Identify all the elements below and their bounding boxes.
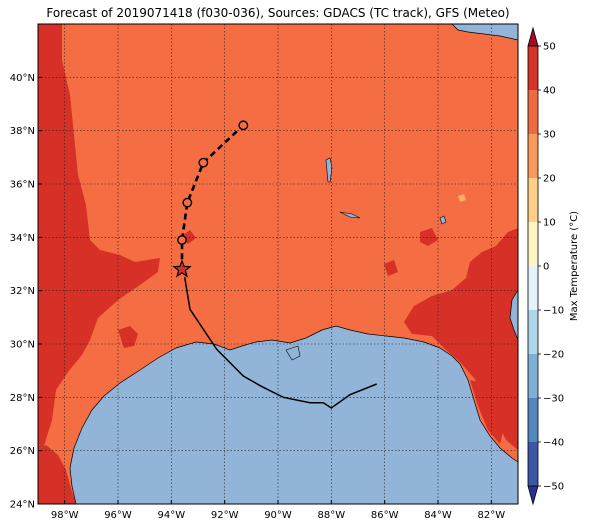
warm-patch <box>458 194 466 202</box>
forecast-point-marker <box>198 157 209 168</box>
y-tick-label: 34°N <box>10 233 35 244</box>
storm-track <box>172 120 377 409</box>
lake-2 <box>339 211 361 219</box>
y-tick-label: 36°N <box>10 180 35 191</box>
colorbar-tick-label: −50 <box>543 482 564 493</box>
colorbar-segment <box>528 90 538 134</box>
heat-patch-2 <box>420 228 438 246</box>
y-tick-label: 38°N <box>10 126 35 137</box>
y-tick-label: 24°N <box>10 500 35 511</box>
heat-region-east-texas <box>118 326 138 348</box>
heat-region-south-texas <box>38 445 76 504</box>
colorbar-tick-label: 0 <box>543 262 549 273</box>
x-tick-label: 88°W <box>318 510 346 521</box>
x-tick-label: 82°W <box>478 510 506 521</box>
colorbar-segment <box>528 46 538 90</box>
y-tick-label: 28°N <box>10 393 35 404</box>
colorbar-tick-label: −20 <box>543 350 564 361</box>
colorbar-segment <box>528 222 538 266</box>
colorbar-segment <box>528 134 538 178</box>
heat-patch-3 <box>384 260 398 276</box>
y-tick-label: 30°N <box>10 340 35 351</box>
colorbar-extend-min <box>527 485 539 506</box>
lake-3 <box>439 215 447 225</box>
colorbar-segment <box>528 354 538 398</box>
colorbar-tick-label: 40 <box>543 86 556 97</box>
colorbar-label: Max Temperature (°C) <box>569 211 580 321</box>
colorbar-tick-label: −10 <box>543 306 564 317</box>
colorbar-segment <box>528 442 538 486</box>
forecast-point-marker <box>182 197 193 208</box>
heat-region-florida <box>470 380 504 444</box>
colorbar-tick-label: 30 <box>543 130 556 141</box>
colorbar-tick-label: 50 <box>543 42 556 53</box>
colorbar-tick-label: 20 <box>543 174 556 185</box>
x-tick-label: 84°W <box>424 510 452 521</box>
colorbar-tick-label: 10 <box>543 218 556 229</box>
map-axes: 98°W 96°W 94°W 92°W 90°W 88°W 86°W 84°W 82°W 24°N… <box>10 73 505 521</box>
y-tick-label: 40°N <box>10 73 35 84</box>
atlantic-top <box>451 24 518 41</box>
forecast-point-marker <box>177 235 187 245</box>
colorbar-segment <box>528 310 538 354</box>
heat-region-west <box>38 24 160 450</box>
x-tick-label: 92°W <box>211 510 239 521</box>
atlantic-right <box>509 289 518 341</box>
colorbar-tick-label: −40 <box>543 438 564 449</box>
x-tick-label: 98°W <box>51 510 79 521</box>
colorbar-extend-max <box>527 26 539 47</box>
colorbar: 50 40 30 20 10 0 −10 −20 −30 −40 −50 Max Temperatur… <box>527 26 580 506</box>
colorbar-tick-label: −30 <box>543 394 564 405</box>
y-tick-label: 26°N <box>10 446 35 457</box>
map-title: Forecast of 2019071418 (f030-036), Sourc… <box>46 6 510 20</box>
x-tick-label: 90°W <box>264 510 292 521</box>
colorbar-segment <box>528 178 538 222</box>
lake-1 <box>325 157 333 183</box>
x-tick-label: 94°W <box>158 510 186 521</box>
lake-4 <box>285 345 301 361</box>
observed-track-line <box>183 277 377 409</box>
x-tick-label: 86°W <box>371 510 399 521</box>
current-position-star <box>172 259 192 278</box>
map-area <box>38 24 518 504</box>
gulf-of-mexico <box>69 325 518 504</box>
colorbar-segment <box>528 266 538 310</box>
y-tick-label: 32°N <box>10 286 35 297</box>
map-grid <box>38 24 518 504</box>
x-tick-label: 96°W <box>104 510 132 521</box>
forecast-point-marker <box>238 120 249 131</box>
colorbar-segment <box>528 398 538 442</box>
